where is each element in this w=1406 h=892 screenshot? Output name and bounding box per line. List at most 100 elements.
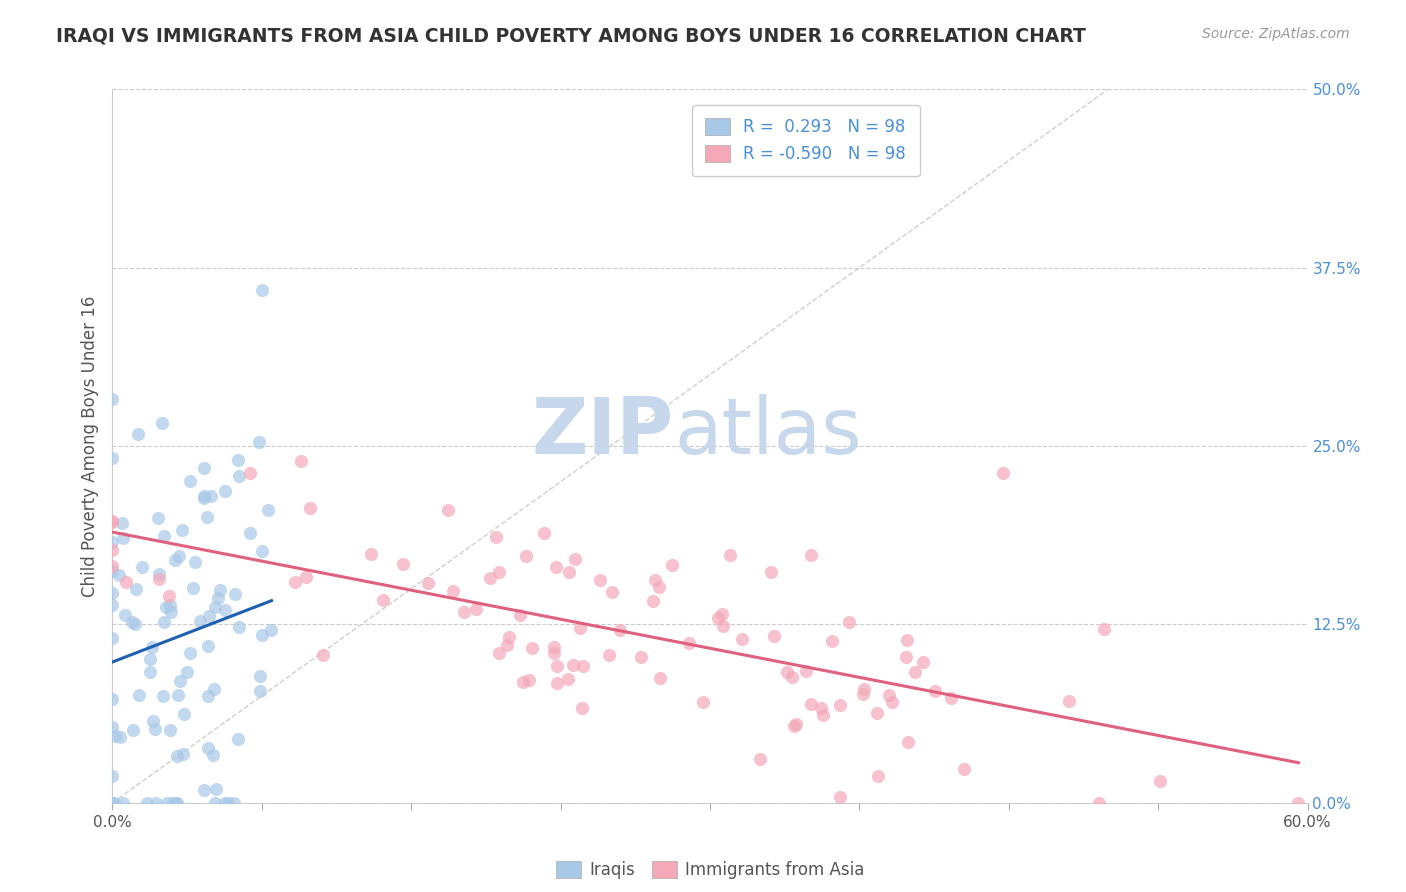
Point <box>939 691 962 706</box>
Legend: Iraqis, Immigrants from Asia: Iraqis, Immigrants from Asia <box>550 854 870 886</box>
Point <box>512 675 534 690</box>
Point <box>904 665 927 679</box>
Point <box>284 575 307 590</box>
Point <box>495 639 517 653</box>
Point <box>295 570 318 584</box>
Point <box>197 741 219 756</box>
Point <box>800 697 823 711</box>
Point <box>853 682 876 697</box>
Point <box>124 616 146 631</box>
Point <box>924 684 946 698</box>
Point <box>810 701 832 715</box>
Point <box>465 602 488 616</box>
Point <box>112 796 135 810</box>
Point <box>600 584 623 599</box>
Point <box>543 646 565 660</box>
Point <box>152 689 174 703</box>
Point <box>783 719 806 733</box>
Point <box>197 689 219 703</box>
Point <box>150 416 173 430</box>
Point <box>546 559 568 574</box>
Point <box>488 646 510 660</box>
Point <box>160 606 183 620</box>
Point <box>127 426 149 441</box>
Point <box>877 688 900 702</box>
Point <box>156 796 179 810</box>
Point <box>159 598 181 612</box>
Point <box>416 575 439 590</box>
Point <box>101 769 124 783</box>
Point <box>249 669 271 683</box>
Point <box>828 698 851 713</box>
Point <box>131 559 153 574</box>
Point <box>644 573 666 587</box>
Point <box>706 611 728 625</box>
Point <box>193 489 215 503</box>
Point <box>794 664 817 678</box>
Point <box>159 723 181 737</box>
Point <box>661 558 683 573</box>
Point <box>169 673 191 688</box>
Point <box>101 720 124 734</box>
Point <box>172 747 194 762</box>
Point <box>522 641 544 656</box>
Point <box>571 701 593 715</box>
Point <box>533 525 555 540</box>
Point <box>197 640 219 654</box>
Point <box>146 510 169 524</box>
Point <box>249 684 271 698</box>
Point <box>222 796 245 810</box>
Point <box>167 549 190 563</box>
Point <box>195 510 218 524</box>
Point <box>228 469 250 483</box>
Point <box>650 671 672 685</box>
Point <box>785 716 807 731</box>
Point <box>647 580 669 594</box>
Point <box>101 632 124 646</box>
Point <box>202 681 225 696</box>
Point <box>148 572 170 586</box>
Point <box>204 600 226 615</box>
Point <box>252 544 274 558</box>
Point <box>172 524 194 538</box>
Point <box>800 548 823 562</box>
Point <box>911 655 934 669</box>
Point <box>136 796 159 810</box>
Point <box>485 530 508 544</box>
Point <box>371 592 394 607</box>
Point <box>201 748 224 763</box>
Point <box>179 475 201 489</box>
Point <box>101 558 124 573</box>
Point <box>828 790 851 805</box>
Point <box>228 732 250 747</box>
Point <box>509 607 531 622</box>
Point <box>101 796 124 810</box>
Point <box>763 628 786 642</box>
Point <box>145 796 167 810</box>
Point <box>214 483 236 498</box>
Point <box>1286 796 1309 810</box>
Point <box>111 516 134 531</box>
Text: Source: ZipAtlas.com: Source: ZipAtlas.com <box>1202 27 1350 41</box>
Point <box>114 575 136 590</box>
Text: ZIP: ZIP <box>531 393 675 470</box>
Point <box>761 565 783 579</box>
Point <box>498 630 520 644</box>
Point <box>101 692 124 706</box>
Y-axis label: Child Poverty Among Boys Under 16: Child Poverty Among Boys Under 16 <box>80 295 98 597</box>
Point <box>312 648 335 662</box>
Point <box>226 453 249 467</box>
Point <box>112 531 135 545</box>
Point <box>546 659 568 673</box>
Point <box>165 796 187 810</box>
Point <box>200 489 222 503</box>
Point <box>153 615 176 630</box>
Point <box>157 589 180 603</box>
Point <box>299 500 322 515</box>
Point <box>564 552 586 566</box>
Point <box>153 529 176 543</box>
Point <box>101 796 124 810</box>
Point <box>589 573 612 587</box>
Point <box>250 627 273 641</box>
Point <box>209 582 232 597</box>
